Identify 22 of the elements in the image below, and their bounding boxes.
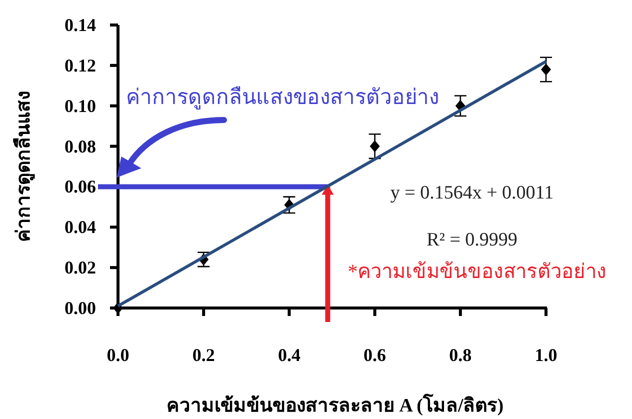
y-tick-label: 0.14	[64, 15, 96, 35]
y-axis-title: ค่าการดูดกลืนแสง	[12, 91, 36, 242]
y-tick-label: 0.10	[64, 96, 96, 116]
x-tick-label: 0.0	[106, 345, 130, 365]
annotation: R² = 0.9999	[426, 230, 518, 250]
annotation: y = 0.1564x + 0.0011	[390, 182, 554, 204]
ref-line-label: ค่าการดูดกลืนแสงของสารตัวอย่าง	[126, 85, 439, 110]
point	[541, 63, 551, 76]
y-tick-label: 0.08	[64, 136, 96, 156]
x-axis-title: ความเข้มข้นของสารละลาย A (โมล/ลิตร)	[166, 394, 504, 416]
x-tick-label: 0.6	[364, 345, 386, 365]
y-tick-label: 0.06	[64, 176, 96, 197]
y-tick-label: 0.12	[64, 55, 96, 76]
y-tick-label: 0.02	[64, 258, 96, 278]
x-tick-label: 1.0	[534, 345, 558, 365]
y-tick-label: 0.00	[64, 298, 96, 318]
x-tick-label: 0.4	[278, 345, 300, 365]
x-tick-label: 0.8	[449, 345, 472, 365]
y-tick-label: 0.04	[64, 217, 96, 238]
x-tick-label: 0.2	[192, 345, 215, 365]
ref-line-label: *ความเข้มข้นของสารตัวอย่าง	[348, 261, 607, 283]
point	[370, 140, 380, 152]
